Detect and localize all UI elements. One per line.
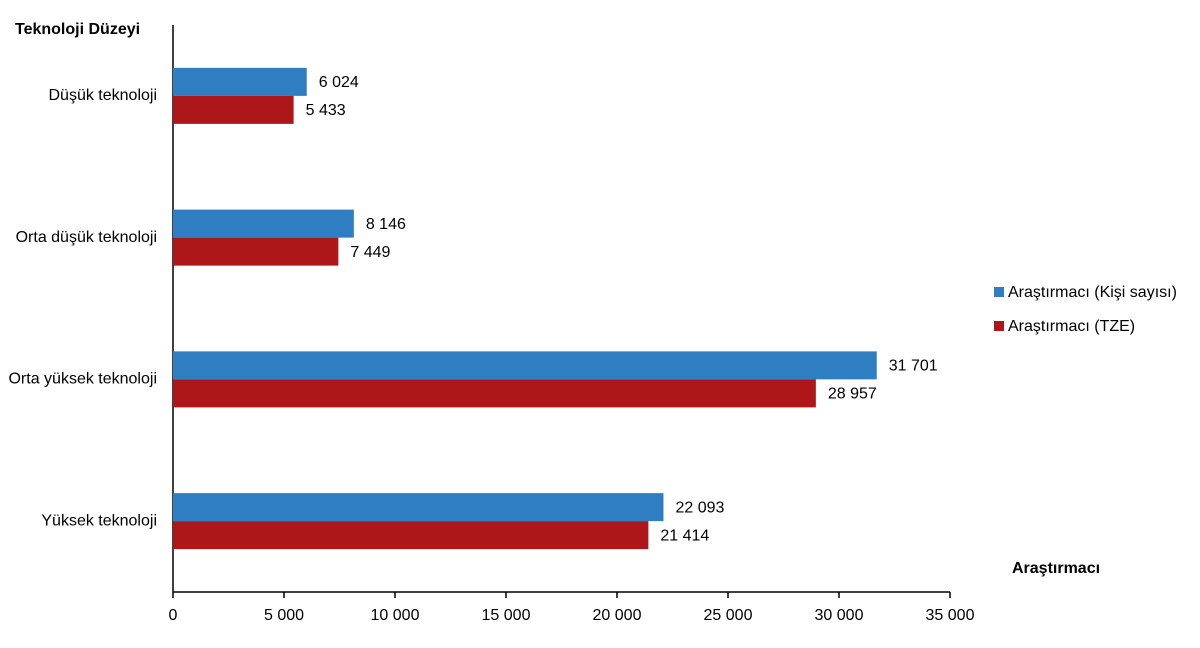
legend-label: Araştırmacı (TZE)	[1008, 318, 1135, 335]
y-tick-label: Düşük teknoloji	[49, 87, 158, 104]
legend-swatch	[994, 321, 1004, 331]
legend-swatch	[994, 287, 1004, 297]
bar	[173, 493, 664, 522]
x-tick-label: 35 000	[926, 607, 975, 624]
x-tick-label: 10 000	[371, 607, 420, 624]
bar	[173, 237, 339, 266]
bar	[173, 379, 816, 408]
value-label: 21 414	[660, 527, 709, 544]
bar	[173, 67, 307, 96]
x-tick-label: 20 000	[593, 607, 642, 624]
bar	[173, 521, 649, 550]
value-label: 31 701	[889, 358, 938, 375]
y-tick-label: Orta düşük teknoloji	[16, 229, 157, 246]
value-label: 5 433	[306, 102, 346, 119]
value-label: 6 024	[319, 74, 359, 91]
bar	[173, 209, 354, 238]
value-label: 7 449	[350, 244, 390, 261]
legend-label: Araştırmacı (Kişi sayısı)	[1008, 284, 1177, 301]
x-tick-label: 30 000	[815, 607, 864, 624]
x-tick-label: 15 000	[482, 607, 531, 624]
value-label: 28 957	[828, 386, 877, 403]
x-axis-title: Araştırmacı	[1012, 560, 1100, 577]
value-label: 8 146	[366, 216, 406, 233]
y-tick-label: Yüksek teknoloji	[41, 512, 157, 529]
x-tick-label: 25 000	[704, 607, 753, 624]
x-tick-label: 0	[169, 607, 178, 624]
bar	[173, 351, 877, 380]
bar	[173, 95, 294, 124]
x-tick-label: 5 000	[264, 607, 304, 624]
y-tick-label: Orta yüksek teknoloji	[8, 371, 157, 388]
value-label: 22 093	[675, 499, 724, 516]
y-axis-title: Teknoloji Düzeyi	[15, 21, 140, 38]
